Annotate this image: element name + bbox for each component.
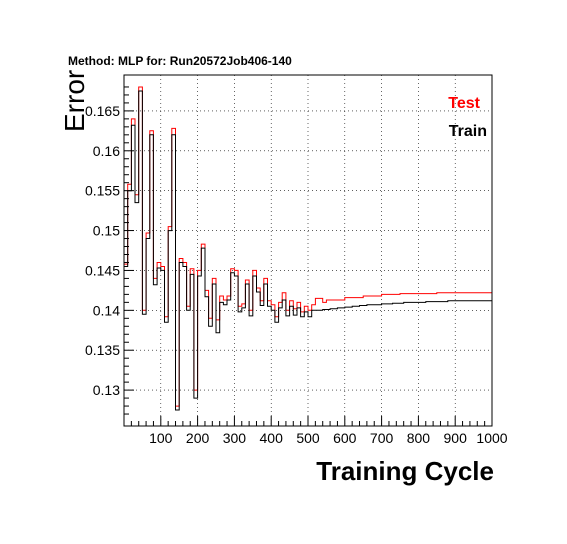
- y-tick-label: 0.16: [93, 143, 120, 159]
- y-tick-label: 0.13: [93, 382, 120, 398]
- x-tick-label: 100: [149, 430, 173, 446]
- y-tick-label: 0.165: [85, 103, 120, 119]
- series-group: [124, 86, 492, 411]
- legend: Test Train: [448, 95, 487, 140]
- x-tick-label: 900: [444, 430, 468, 446]
- series-line-train: [124, 90, 492, 411]
- x-axis-label: Training Cycle: [316, 456, 494, 486]
- y-tick-label: 0.15: [93, 223, 120, 239]
- x-tick-label: 400: [260, 430, 284, 446]
- x-tick-label: 600: [333, 430, 357, 446]
- series-line-test: [124, 86, 492, 407]
- chart-title: Method: MLP for: Run20572Job406-140: [68, 54, 292, 68]
- x-tick-label: 200: [186, 430, 210, 446]
- x-tick-label: 500: [296, 430, 320, 446]
- axis-ticks: 100 200 300 400 500 600 700 800 900 1000 0.13 0.135…: [85, 86, 508, 446]
- y-tick-label: 0.145: [85, 262, 120, 278]
- x-tick-label: 700: [370, 430, 394, 446]
- legend-test: Test: [448, 95, 480, 112]
- x-tick-label: 300: [223, 430, 247, 446]
- y-tick-label: 0.14: [93, 302, 120, 318]
- y-tick-label: 0.135: [85, 342, 120, 358]
- y-tick-label: 0.155: [85, 183, 120, 199]
- x-tick-label: 1000: [476, 430, 507, 446]
- x-tick-label: 800: [407, 430, 431, 446]
- y-axis-label: Error: [59, 70, 90, 132]
- legend-train: Train: [449, 123, 487, 140]
